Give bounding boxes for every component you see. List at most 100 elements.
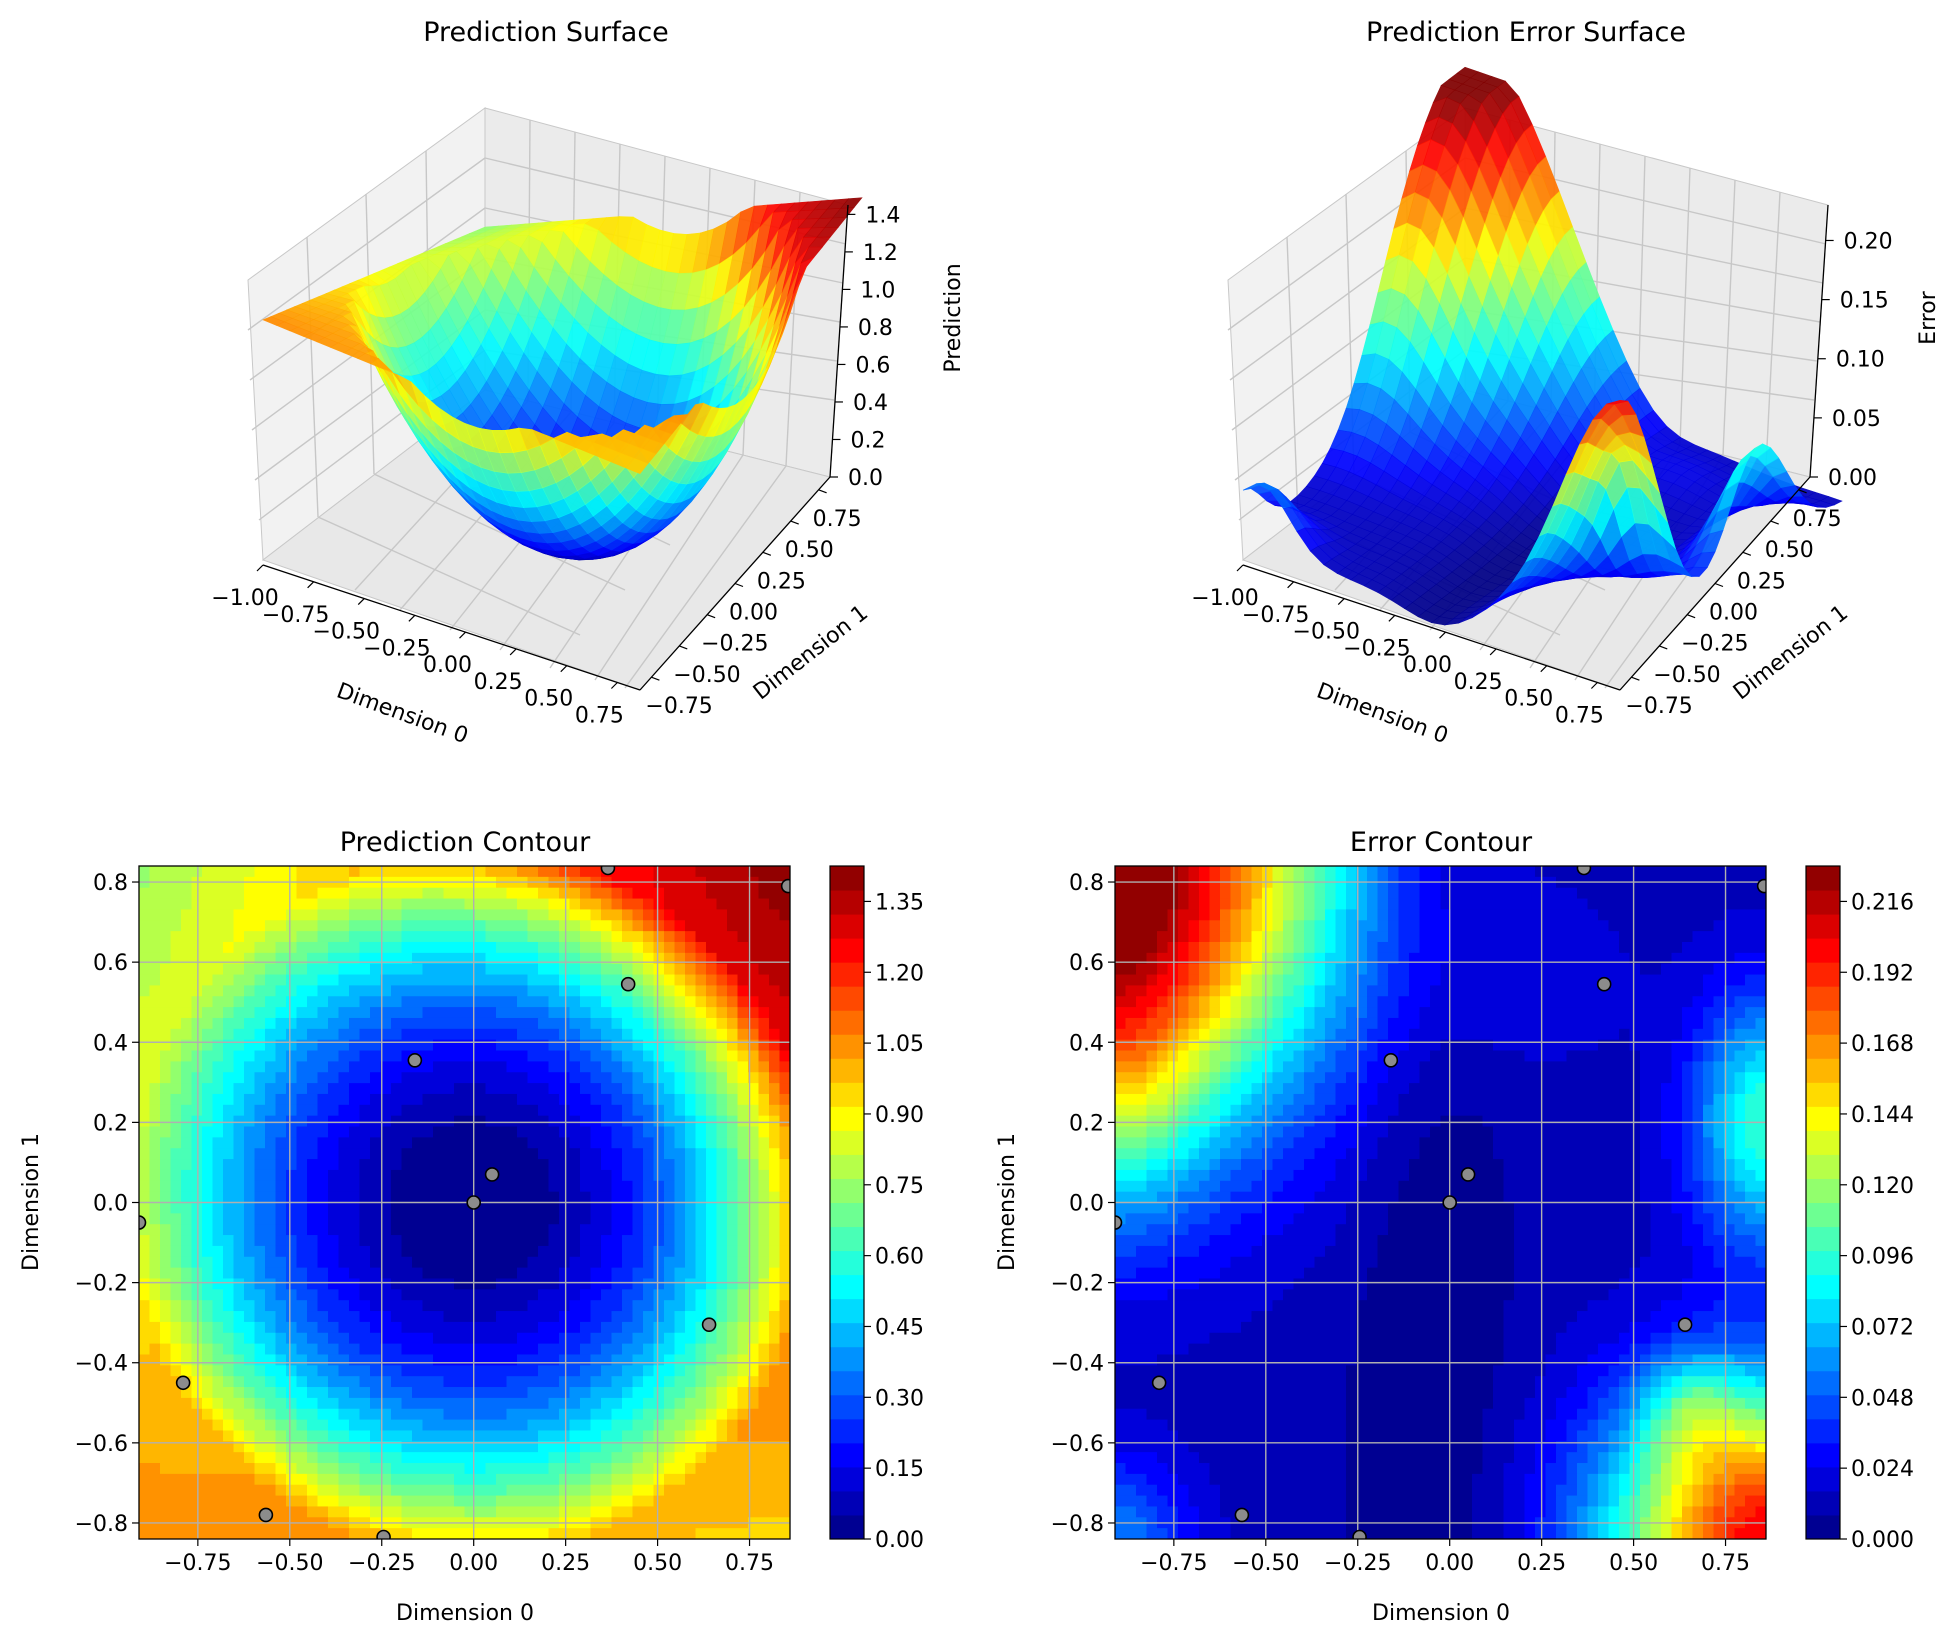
contour-cell: [401, 1235, 413, 1247]
contour-cell: [569, 1419, 581, 1432]
contour-cell: [517, 1430, 529, 1442]
contour-cell: [422, 1332, 434, 1345]
contour-cell: [506, 1072, 518, 1084]
contour-cell: [338, 1256, 350, 1269]
contour-cell: [643, 1463, 655, 1475]
contour-cell: [380, 909, 392, 921]
contour-cell: [496, 1245, 508, 1258]
contour-cell: [538, 963, 550, 976]
contour-cell: [359, 985, 371, 997]
contour-cell: [685, 1300, 697, 1312]
contour-cell: [590, 963, 602, 976]
contour-cell: [170, 1300, 182, 1312]
contour-cell: [433, 941, 445, 954]
contour-cell: [254, 1397, 266, 1410]
contour-cell: [422, 1473, 434, 1486]
contour-cell: [506, 1256, 518, 1269]
contour-cell: [559, 1061, 571, 1073]
contour-cell: [454, 1256, 466, 1269]
contour-cell: [674, 1224, 686, 1236]
contour-cell: [517, 1387, 529, 1399]
contour-cell: [401, 1245, 413, 1258]
contour-cell: [527, 1072, 539, 1084]
contour-cell: [601, 1484, 613, 1497]
contour-cell: [517, 920, 529, 932]
contour-cell: [359, 941, 371, 954]
contour-cell: [569, 1050, 581, 1062]
contour-cell: [590, 1224, 602, 1236]
contour-cell: [212, 1267, 224, 1280]
contour-cell: [181, 1224, 193, 1236]
contour-cell: [548, 1093, 560, 1106]
contour-cell: [265, 1061, 277, 1073]
z-tick-label: 1.0: [860, 278, 895, 303]
contour-cell: [349, 887, 361, 900]
contour-cell: [338, 1387, 350, 1399]
contour-cell: [401, 1061, 413, 1073]
contour-cell: [149, 1148, 161, 1160]
contour-cell: [244, 1017, 256, 1030]
contour-cell: [349, 1104, 361, 1117]
contour-cell: [601, 1387, 613, 1399]
contour-cell: [328, 1104, 340, 1117]
contour-cell: [149, 1245, 161, 1258]
contour-cell: [475, 1191, 487, 1204]
contour-cell: [412, 1267, 424, 1280]
contour-cell: [664, 1137, 676, 1149]
contour-cell: [160, 1126, 172, 1138]
contour-cell: [475, 1202, 487, 1214]
contour-cell: [685, 1224, 697, 1236]
contour-cell: [391, 1452, 403, 1464]
contour-cell: [601, 1397, 613, 1410]
contour-cell: [286, 1495, 298, 1508]
contour-cell: [191, 985, 203, 997]
contour-cell: [328, 1528, 340, 1539]
contour-cell: [569, 1115, 581, 1128]
contour-cell: [401, 1300, 413, 1312]
contour-cell: [328, 941, 340, 954]
contour-cell: [275, 1484, 287, 1497]
contour-cell: [433, 909, 445, 921]
contour-cell: [170, 1039, 182, 1052]
contour-cell: [527, 1430, 539, 1442]
contour-cell: [317, 909, 329, 921]
contour-cell: [233, 887, 245, 900]
contour-cell: [685, 941, 697, 954]
contour-cell: [380, 1473, 392, 1486]
contour-cell: [443, 920, 455, 932]
contour-cell: [139, 898, 151, 911]
contour-cell: [538, 1278, 550, 1290]
contour-cell: [538, 1007, 550, 1019]
contour-cell: [265, 1224, 277, 1236]
contour-cell: [181, 1397, 193, 1410]
contour-cell: [244, 1256, 256, 1269]
contour-cell: [569, 1191, 581, 1204]
contour-cell: [391, 1300, 403, 1312]
contour-cell: [380, 1159, 392, 1171]
contour-cell: [433, 1017, 445, 1030]
contour-cell: [391, 1484, 403, 1497]
contour-cell: [527, 1137, 539, 1149]
contour-cell: [685, 1441, 697, 1453]
contour-cell: [191, 1365, 203, 1377]
contour-cell: [590, 1213, 602, 1225]
contour-cell: [601, 1300, 613, 1312]
contour-cell: [370, 1495, 382, 1508]
contour-cell: [139, 1202, 151, 1214]
contour-cell: [674, 887, 686, 900]
contour-cell: [286, 1278, 298, 1290]
contour-cell: [538, 1093, 550, 1106]
contour-cell: [653, 1300, 665, 1312]
contour-cell: [527, 996, 539, 1008]
contour-cell: [685, 996, 697, 1008]
contour-cell: [275, 996, 287, 1008]
contour-cell: [160, 1289, 172, 1301]
contour-cell: [380, 931, 392, 943]
contour-cell: [181, 1321, 193, 1334]
contour-cell: [275, 1039, 287, 1052]
contour-cell: [223, 1093, 235, 1106]
contour-cell: [254, 1365, 266, 1377]
contour-cell: [160, 1376, 172, 1388]
contour-cell: [611, 1354, 623, 1366]
contour-cell: [275, 1115, 287, 1128]
